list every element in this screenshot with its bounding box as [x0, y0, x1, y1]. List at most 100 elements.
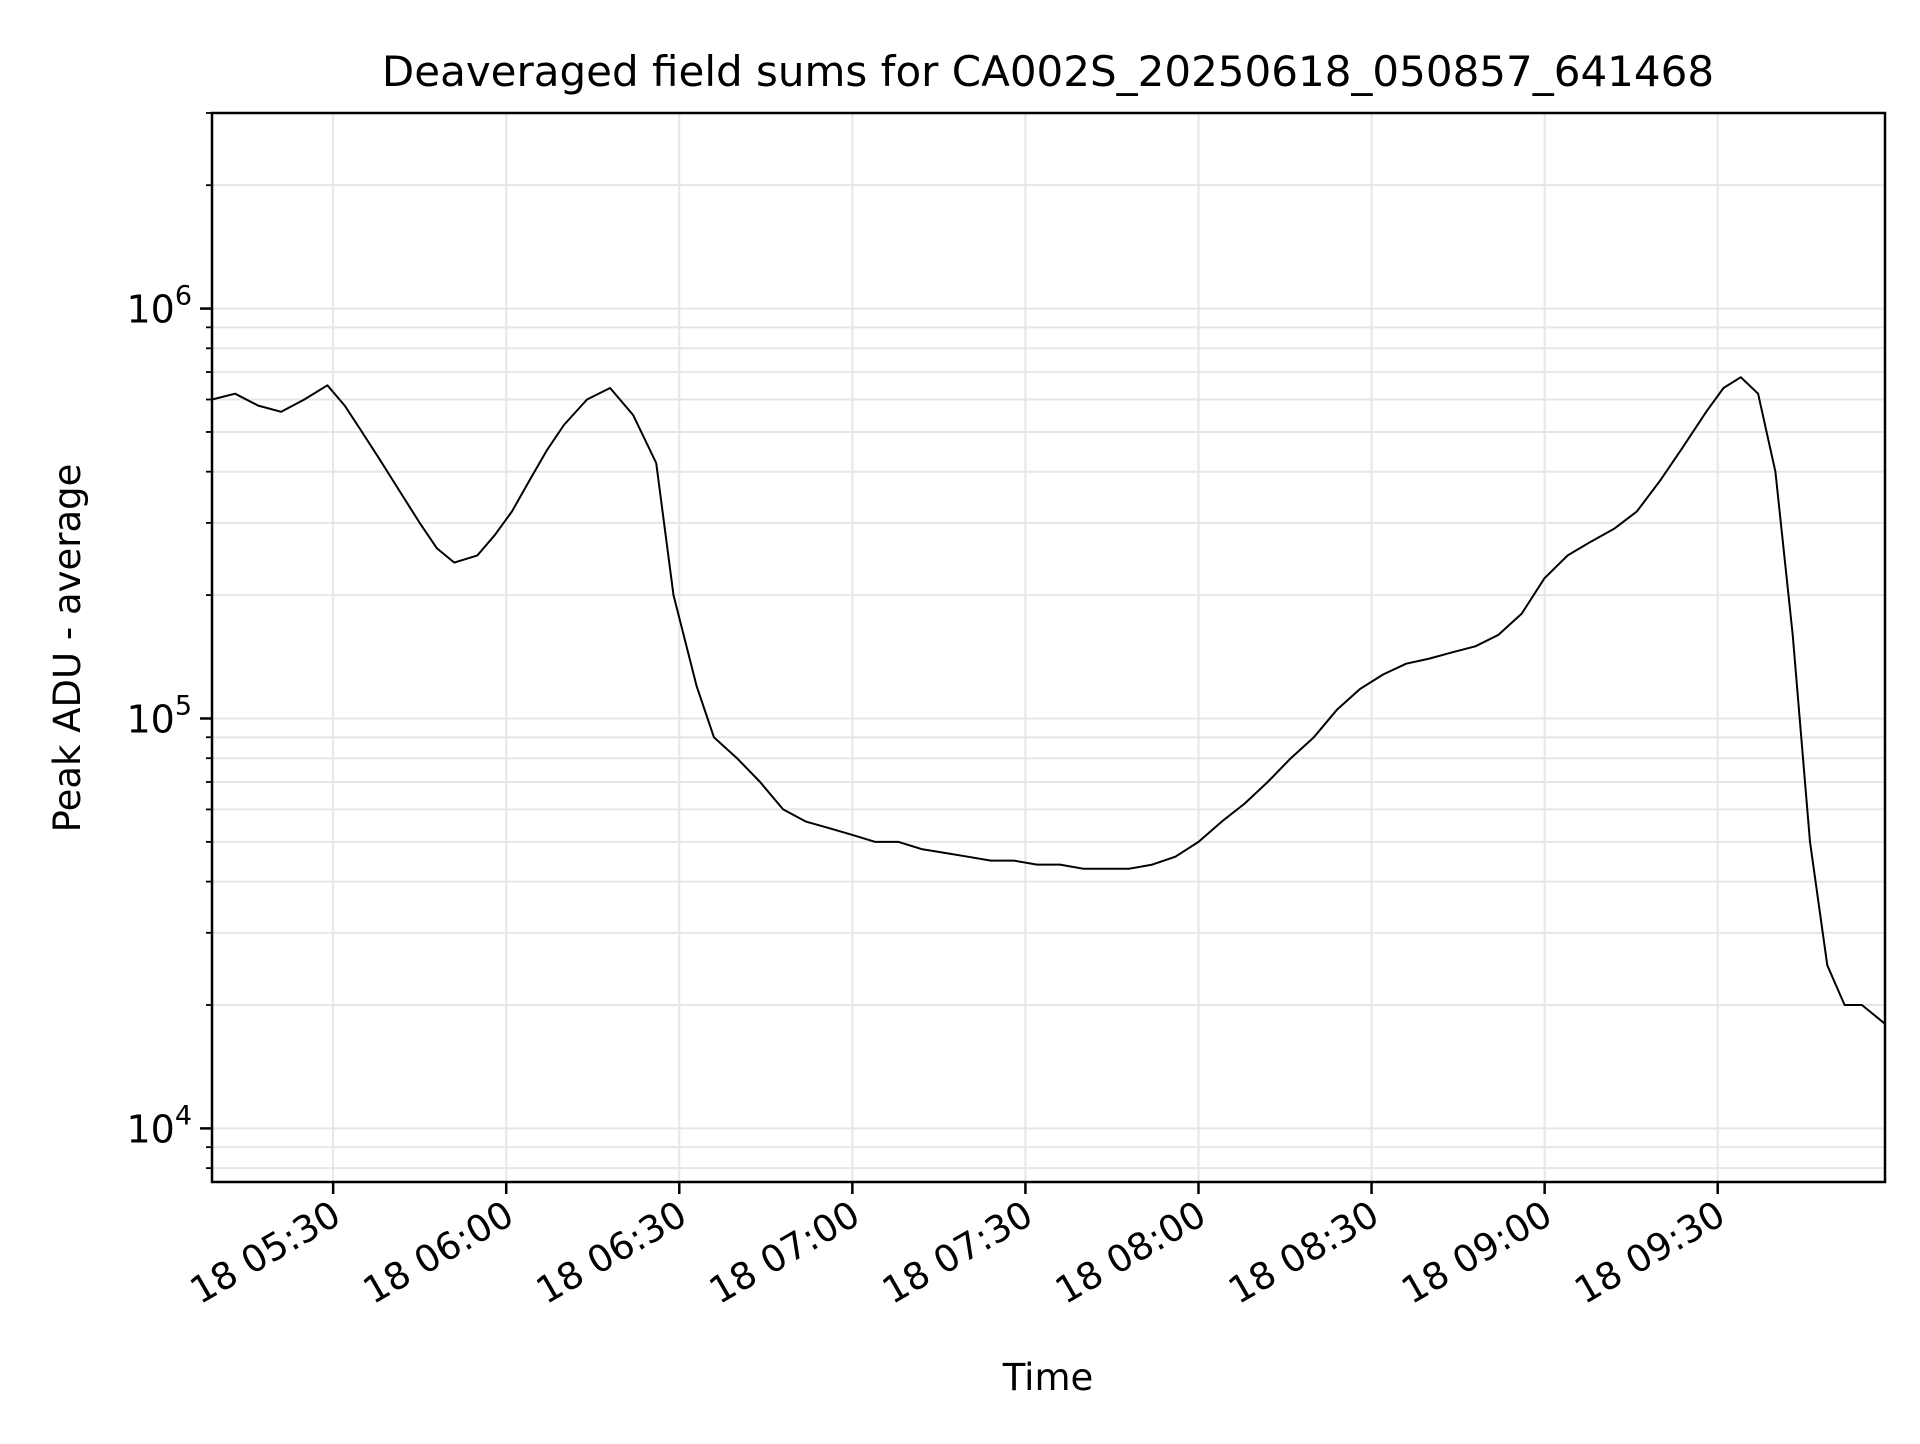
y-tick-base: 10 — [126, 697, 174, 741]
y-tick-base: 10 — [126, 1107, 174, 1151]
data-point — [1636, 510, 1638, 513]
data-point — [1266, 781, 1269, 783]
x-axis-label: Time — [1002, 1356, 1094, 1399]
data-point — [234, 392, 236, 395]
data-point — [1451, 651, 1454, 654]
data-point — [1290, 757, 1292, 759]
series-line — [211, 376, 1886, 1025]
x-tick-label: 18 05:30 — [183, 1193, 348, 1313]
data-point — [545, 449, 548, 452]
data-point — [1105, 867, 1107, 870]
data-point — [1082, 867, 1084, 870]
data-point — [1757, 392, 1759, 395]
x-tick-label: 18 08:30 — [1221, 1193, 1386, 1313]
x-tick-label: 18 06:00 — [356, 1193, 521, 1313]
data-point — [759, 781, 761, 783]
data-point — [943, 852, 946, 854]
data-point — [1826, 964, 1829, 967]
y-tick-base: 10 — [126, 288, 174, 332]
data-point — [632, 414, 634, 416]
data-point — [257, 404, 260, 407]
data-point — [528, 480, 531, 482]
data-point — [453, 561, 456, 564]
data-point — [1036, 863, 1038, 866]
x-tick-label: 18 08:00 — [1048, 1193, 1213, 1313]
data-point — [1405, 662, 1407, 665]
data-point — [563, 424, 565, 426]
data-point — [1722, 387, 1725, 389]
data-point — [511, 510, 513, 513]
y-tick-label: 104 — [126, 1100, 192, 1151]
data-point — [1861, 1004, 1863, 1006]
data-point — [1359, 688, 1361, 690]
data-point — [1382, 673, 1384, 676]
y-tick-exponent: 4 — [175, 1100, 192, 1131]
data-point — [1774, 470, 1777, 473]
x-axis: 18 05:30 18 06:00 18 06:30 18 07:00 18 07:30… — [183, 1182, 1732, 1313]
grid-layer — [212, 112, 1885, 1182]
data-point — [1613, 528, 1615, 530]
data-point — [1543, 577, 1546, 579]
data-point — [1791, 634, 1794, 636]
data-point — [1059, 863, 1061, 866]
data-point — [586, 398, 588, 401]
data-point — [361, 431, 363, 433]
data-point — [672, 594, 675, 596]
data-point — [401, 494, 404, 497]
data-point — [990, 859, 992, 862]
y-tick-exponent: 5 — [175, 690, 192, 721]
data-point — [343, 404, 346, 407]
data-point — [1243, 802, 1246, 805]
data-point — [1428, 657, 1431, 660]
data-point — [1590, 540, 1592, 543]
data-point — [1659, 480, 1661, 482]
y-tick-exponent: 6 — [175, 281, 192, 312]
data-point — [695, 685, 698, 687]
data-point — [897, 841, 900, 843]
data-point — [1313, 736, 1315, 738]
series-layer — [211, 376, 1886, 1025]
data-point — [713, 736, 715, 738]
y-tick-label: 105 — [126, 690, 192, 741]
data-point — [782, 808, 784, 811]
data-point — [326, 384, 329, 387]
data-point — [828, 827, 831, 829]
data-point — [436, 547, 438, 550]
plot-frame — [210, 111, 1887, 1184]
y-axis-label: Peak ADU - average — [46, 464, 89, 833]
data-point — [874, 841, 877, 843]
data-point — [1013, 859, 1015, 862]
data-point — [1336, 709, 1338, 711]
data-point — [1740, 376, 1742, 379]
data-point — [1197, 841, 1200, 843]
data-point — [609, 387, 611, 389]
data-point — [1843, 1004, 1846, 1006]
data-point — [851, 834, 854, 836]
data-point — [1566, 554, 1569, 557]
data-point — [1520, 613, 1523, 615]
x-tick-label: 18 09:30 — [1567, 1193, 1732, 1313]
data-point — [1151, 863, 1154, 866]
y-tick-label: 106 — [126, 281, 192, 332]
data-point — [418, 522, 421, 524]
data-point — [1220, 820, 1223, 823]
data-point — [493, 534, 496, 536]
data-point — [1682, 446, 1684, 448]
data-point — [303, 398, 306, 401]
data-point — [378, 458, 381, 460]
data-point — [920, 848, 923, 850]
data-point — [280, 411, 283, 413]
data-point — [1128, 867, 1131, 870]
data-point — [655, 462, 657, 464]
data-point — [1705, 411, 1707, 413]
data-point — [966, 855, 969, 858]
data-point — [1497, 634, 1500, 636]
x-tick-label: 18 07:30 — [875, 1193, 1040, 1313]
data-point — [805, 820, 807, 823]
chart-title: Deaveraged field sums for CA002S_2025061… — [382, 47, 1714, 96]
x-tick-label: 18 07:00 — [702, 1193, 867, 1313]
data-point — [476, 554, 479, 557]
